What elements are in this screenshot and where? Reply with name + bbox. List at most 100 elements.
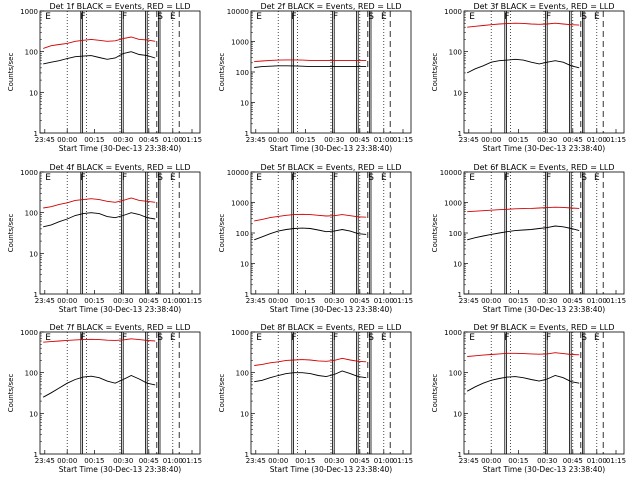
y-tick-label: 100 — [449, 370, 462, 378]
event-marker-label: F — [333, 333, 338, 343]
y-tick-label: 1 — [34, 130, 38, 138]
event-marker-label: F — [122, 12, 127, 22]
event-marker-label: E — [256, 12, 262, 22]
y-tick-label: 100 — [449, 49, 462, 57]
x-tick-label: 00:30 — [113, 136, 133, 144]
x-tick-label: 00:00 — [481, 457, 501, 465]
chart-title: Det 7f BLACK = Events, RED = LLD — [49, 323, 190, 332]
event-marker-label: S — [157, 333, 163, 343]
y-tick-label: 1000 — [20, 169, 38, 177]
x-tick-label: 01:00 — [163, 297, 183, 305]
y-tick-label: 10 — [29, 89, 38, 97]
event-marker-label: F — [80, 12, 85, 22]
x-tick-label: 00:45 — [350, 297, 370, 305]
chart-panel-4: Det 4f BLACK = Events, RED = LLD 1 10 100 10… — [7, 163, 202, 314]
y-tick-label: 1 — [458, 451, 462, 459]
x-tick-label: 00:45 — [350, 136, 370, 144]
events-series-line — [254, 370, 367, 383]
event-marker-label: F — [122, 173, 127, 183]
x-tick-label: 01:15 — [606, 457, 626, 465]
x-axis-label: Start Time (30-Dec-13 23:38:40) — [483, 465, 605, 474]
event-marker-label: S — [157, 173, 163, 183]
event-marker-label: F — [504, 173, 509, 183]
x-axis-label: Start Time (30-Dec-13 23:38:40) — [59, 144, 181, 153]
x-tick-label: 00:00 — [268, 457, 288, 465]
y-axis-label: Counts/sec — [218, 53, 226, 92]
x-tick-label: 01:00 — [163, 457, 183, 465]
y-tick-label: 10000 — [227, 169, 249, 177]
x-tick-label: 00:00 — [268, 297, 288, 305]
events-series-line — [254, 227, 367, 241]
x-tick-label: 00:15 — [508, 297, 528, 305]
x-tick-label: 01:00 — [587, 136, 607, 144]
y-tick-label: 1 — [458, 291, 462, 299]
chart-panel-1: Det 1f BLACK = Events, RED = LLD 1 10 100 10… — [7, 2, 202, 153]
x-tick-label: 00:00 — [57, 136, 77, 144]
x-tick-label: 00:15 — [295, 457, 315, 465]
y-axis-label: Counts/sec — [7, 374, 15, 413]
x-tick-label: 23:45 — [246, 136, 266, 144]
y-tick-label: 1 — [245, 451, 249, 459]
y-tick-label: 100 — [236, 69, 249, 77]
event-marker-label: F — [291, 333, 296, 343]
event-marker-label: F — [546, 173, 551, 183]
events-series-line — [466, 58, 580, 74]
y-tick-label: 1000 — [231, 39, 249, 47]
x-tick-label: 00:30 — [324, 297, 344, 305]
y-tick-label: 10000 — [440, 169, 462, 177]
event-marker-label: E — [594, 333, 600, 343]
x-tick-label: 01:00 — [587, 297, 607, 305]
x-tick-label: 00:15 — [508, 457, 528, 465]
x-tick-label: 01:00 — [374, 457, 394, 465]
chart-title: Det 3f BLACK = Events, RED = LLD — [473, 2, 614, 11]
lld-series-line — [467, 22, 580, 28]
event-marker-label: E — [45, 173, 51, 183]
event-marker-label: F — [546, 333, 551, 343]
x-tick-label: 23:45 — [35, 136, 55, 144]
chart-title: Det 1f BLACK = Events, RED = LLD — [49, 2, 190, 11]
x-tick-label: 00:00 — [268, 136, 288, 144]
x-tick-label: 00:45 — [563, 457, 583, 465]
x-axis-label: Start Time (30-Dec-13 23:38:40) — [483, 305, 605, 314]
event-marker-label: S — [157, 12, 163, 22]
chart-panel-7: Det 7f BLACK = Events, RED = LLD 1 10 100 10… — [7, 323, 202, 474]
y-tick-label: 1000 — [20, 8, 38, 16]
x-tick-label: 00:45 — [139, 457, 159, 465]
x-tick-label: 23:45 — [35, 457, 55, 465]
event-marker-label: F — [546, 12, 551, 22]
x-tick-label: 00:45 — [350, 457, 370, 465]
x-tick-label: 01:15 — [182, 136, 202, 144]
events-series-line — [466, 375, 580, 392]
x-tick-label: 01:00 — [163, 136, 183, 144]
x-tick-label: 00:30 — [537, 297, 557, 305]
y-axis-label: Counts/sec — [7, 53, 15, 92]
chart-title: Det 5f BLACK = Events, RED = LLD — [260, 163, 401, 172]
y-tick-label: 1000 — [444, 200, 462, 208]
x-tick-label: 00:30 — [113, 297, 133, 305]
x-tick-label: 00:30 — [537, 136, 557, 144]
x-axis-label: Start Time (30-Dec-13 23:38:40) — [59, 305, 181, 314]
event-marker-label: E — [170, 12, 176, 22]
y-tick-label: 10000 — [227, 8, 249, 16]
y-tick-label: 1000 — [231, 200, 249, 208]
y-tick-label: 10 — [240, 100, 249, 108]
x-axis-label: Start Time (30-Dec-13 23:38:40) — [59, 465, 181, 474]
event-marker-label: E — [594, 12, 600, 22]
event-marker-label: S — [581, 12, 587, 22]
lld-series-line — [467, 206, 580, 213]
x-axis-label: Start Time (30-Dec-13 23:38:40) — [270, 465, 392, 474]
y-tick-label: 10 — [453, 410, 462, 418]
x-tick-label: 23:45 — [35, 297, 55, 305]
x-tick-label: 00:00 — [481, 136, 501, 144]
event-marker-label: F — [504, 333, 509, 343]
event-marker-label: E — [381, 333, 387, 343]
event-marker-label: E — [381, 12, 387, 22]
x-tick-label: 00:15 — [295, 136, 315, 144]
x-tick-label: 00:30 — [113, 457, 133, 465]
x-tick-label: 01:15 — [606, 136, 626, 144]
events-series-line — [43, 51, 156, 65]
y-tick-label: 10 — [29, 410, 38, 418]
event-marker-label: S — [368, 12, 374, 22]
events-series-line — [254, 65, 367, 68]
event-marker-label: F — [80, 173, 85, 183]
